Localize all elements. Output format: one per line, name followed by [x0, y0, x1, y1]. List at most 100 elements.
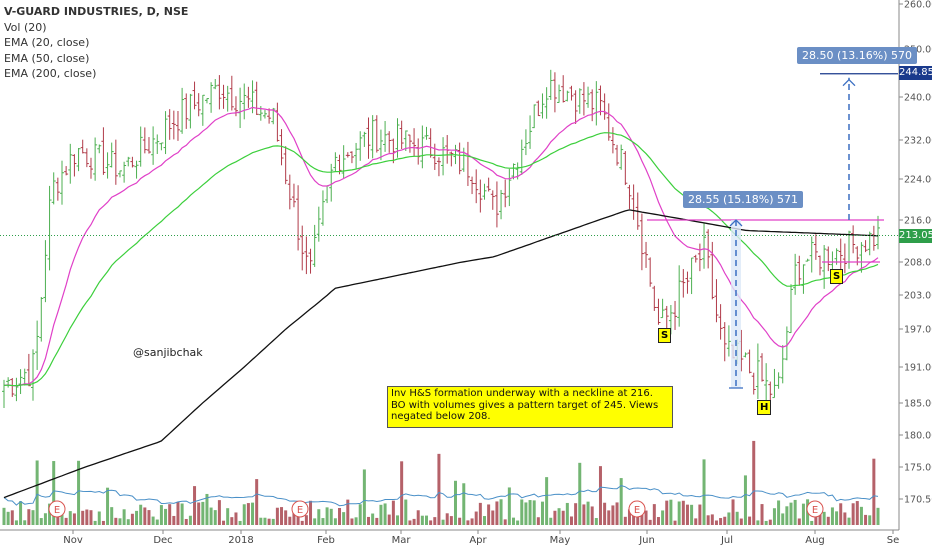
- volume-bar: [238, 520, 242, 525]
- volume-bar: [756, 520, 760, 525]
- volume-bar: [391, 500, 395, 525]
- volume-bar: [130, 513, 134, 525]
- volume-bar: [830, 507, 834, 525]
- volume-bar: [433, 517, 437, 525]
- volume-bar: [586, 501, 590, 525]
- volume-bar: [147, 510, 151, 525]
- volume-bar: [267, 518, 271, 525]
- price-tick-label: 180.00: [904, 431, 932, 442]
- time-tick-label: Dec: [153, 535, 172, 546]
- price-tick-label: 203.00: [904, 291, 932, 302]
- earnings-marker: [48, 500, 66, 518]
- volume-bar: [474, 511, 478, 525]
- volume-bar: [615, 502, 619, 525]
- volume-bar: [673, 520, 677, 525]
- volume-bar: [868, 515, 872, 525]
- volume-bar: [126, 519, 130, 525]
- volume-bar: [524, 502, 528, 525]
- volume-bar: [184, 518, 188, 525]
- volume-bar: [379, 504, 383, 525]
- target-price-tag: 244.85: [899, 66, 932, 80]
- volume-bar: [565, 502, 569, 525]
- volume-bar: [168, 504, 172, 525]
- earnings-marker-label: E: [634, 505, 640, 516]
- volume-bar: [27, 509, 31, 525]
- volume-bar: [72, 513, 76, 525]
- volume-bar: [325, 507, 329, 525]
- volume-bar: [292, 506, 296, 525]
- volume-bar: [304, 515, 308, 525]
- legend-vol: Vol (20): [4, 20, 47, 34]
- volume-bar: [118, 518, 122, 525]
- price-tick-label: 216.00: [904, 216, 932, 227]
- volume-bar: [681, 500, 685, 525]
- volume-bar: [719, 518, 723, 525]
- volume-bar: [698, 504, 702, 525]
- volume-bar: [669, 499, 673, 525]
- volume-bar: [656, 517, 660, 525]
- volume-bar: [561, 510, 565, 525]
- volume-bar: [280, 507, 284, 525]
- price-tick-label: 197.00: [904, 325, 932, 336]
- volume-bar: [710, 514, 714, 525]
- volume-bar: [644, 510, 648, 525]
- volume-bar: [263, 517, 267, 525]
- volume-bar: [106, 487, 110, 525]
- volume-bar: [255, 479, 259, 525]
- volume-bar: [139, 504, 143, 525]
- volume-bar: [35, 460, 39, 525]
- volume-bar: [727, 512, 731, 525]
- volume-bar: [64, 517, 68, 525]
- time-tick-label: Jun: [638, 535, 655, 546]
- earnings-marker-label: E: [54, 505, 60, 516]
- volume-bar: [251, 502, 255, 525]
- volume-bar: [89, 510, 93, 525]
- volume-bar: [739, 518, 743, 525]
- volume-bar: [835, 511, 839, 525]
- volume-bar: [545, 477, 549, 525]
- volume-bar: [677, 501, 681, 525]
- volume-bar: [375, 517, 379, 525]
- legend-symbol: V-GUARD INDUSTRIES, D, NSE: [4, 5, 189, 18]
- volume-bar: [685, 504, 689, 525]
- volume-bar: [404, 499, 408, 525]
- volume-bar: [768, 519, 772, 525]
- volume-bar: [209, 507, 213, 525]
- volume-bar: [77, 460, 81, 525]
- volume-bar: [532, 500, 536, 525]
- volume-bar: [723, 516, 727, 525]
- volume-bar: [429, 520, 433, 525]
- volume-bar: [52, 461, 56, 525]
- volume-bar: [420, 515, 424, 525]
- earnings-marker: [806, 500, 824, 518]
- volume-bar: [371, 513, 375, 525]
- volume-bar: [648, 519, 652, 525]
- volume-bar: [412, 518, 416, 525]
- price-tick-label: 240.00: [904, 93, 932, 104]
- volume-bar: [135, 510, 139, 525]
- volume-bar: [416, 510, 420, 525]
- measure-arrowhead-2: [842, 78, 856, 87]
- volume-bar: [665, 500, 669, 525]
- volume-bar: [31, 510, 35, 525]
- volume-bar: [259, 517, 263, 525]
- volume-bar: [864, 514, 868, 525]
- volume-bar: [333, 518, 337, 525]
- volume-bar: [611, 505, 615, 525]
- volume-bar: [764, 520, 768, 525]
- volume-bar: [826, 516, 830, 525]
- volume-bar: [752, 440, 756, 525]
- volume-bar: [466, 520, 470, 525]
- volume-bar: [242, 504, 246, 525]
- legend-ema200: EMA (200, close): [4, 67, 97, 80]
- measure-label-2: 28.50 (13.16%) 570: [797, 47, 918, 64]
- annotation-note: Inv H&S formation underway with a neckli…: [387, 386, 673, 428]
- legend: V-GUARD INDUSTRIES, D, NSE Vol (20) EMA …: [4, 4, 188, 82]
- volume-bar: [321, 518, 325, 525]
- volume-bar: [772, 508, 776, 525]
- legend-ema50: EMA (50, close): [4, 51, 90, 65]
- volume-bar: [499, 499, 503, 525]
- volume-bar: [777, 500, 781, 525]
